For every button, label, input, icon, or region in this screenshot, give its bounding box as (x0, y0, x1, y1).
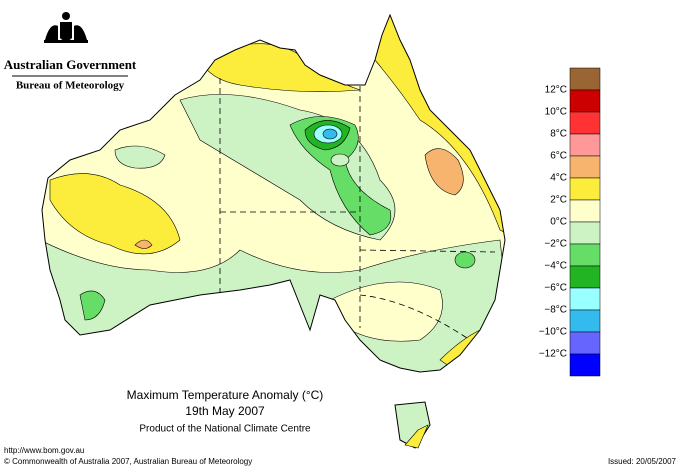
tasmania-anomaly (404, 424, 429, 449)
footer-issued: Issued: 20/05/2007 (608, 457, 677, 466)
legend-swatch (569, 331, 601, 355)
legend-label: −2°C (544, 239, 567, 250)
legend: 12°C 10°C 8°C 6°C 4°C 2°C 0°C −2°C −4°C −6°C −8°C −… (539, 67, 601, 377)
legend-label: 8°C (550, 129, 567, 140)
legend-swatch (569, 67, 601, 91)
legend-swatch (569, 133, 601, 157)
state-borders (219, 78, 496, 341)
map-title: Maximum Temperature Anomaly (°C) (127, 388, 324, 402)
legend-swatch (569, 309, 601, 333)
legend-label: 12°C (545, 85, 567, 96)
map-credit: Product of the National Climate Centre (139, 424, 311, 435)
legend-swatch (569, 265, 601, 289)
legend-swatch (569, 353, 601, 377)
footer-copyright: © Commonwealth of Australia 2007, Austra… (4, 457, 252, 466)
legend-label: −6°C (544, 283, 567, 294)
legend-label: 2°C (550, 195, 567, 206)
legend-label: 10°C (545, 107, 567, 118)
legend-swatch (569, 221, 601, 245)
legend-swatch (569, 111, 601, 135)
legend-swatch (569, 155, 601, 179)
map-date: 19th May 2007 (185, 404, 265, 418)
legend-swatch (569, 243, 601, 267)
crest (44, 12, 88, 43)
legend-swatch (569, 177, 601, 201)
legend-label: −10°C (539, 327, 567, 338)
legend-label: 6°C (550, 151, 567, 162)
legend-swatch (569, 287, 601, 311)
agency-title: Australian Government (4, 57, 137, 72)
legend-swatch (569, 199, 601, 223)
legend-label: −12°C (539, 349, 567, 360)
legend-label: −8°C (544, 305, 567, 316)
agency-subtitle: Bureau of Meteorology (16, 80, 125, 92)
legend-label: 4°C (550, 173, 567, 184)
legend-swatch (569, 89, 601, 113)
legend-label: 0°C (550, 217, 567, 228)
legend-label: −4°C (544, 261, 567, 272)
footer-url: http://www.bom.gov.au (4, 446, 84, 455)
